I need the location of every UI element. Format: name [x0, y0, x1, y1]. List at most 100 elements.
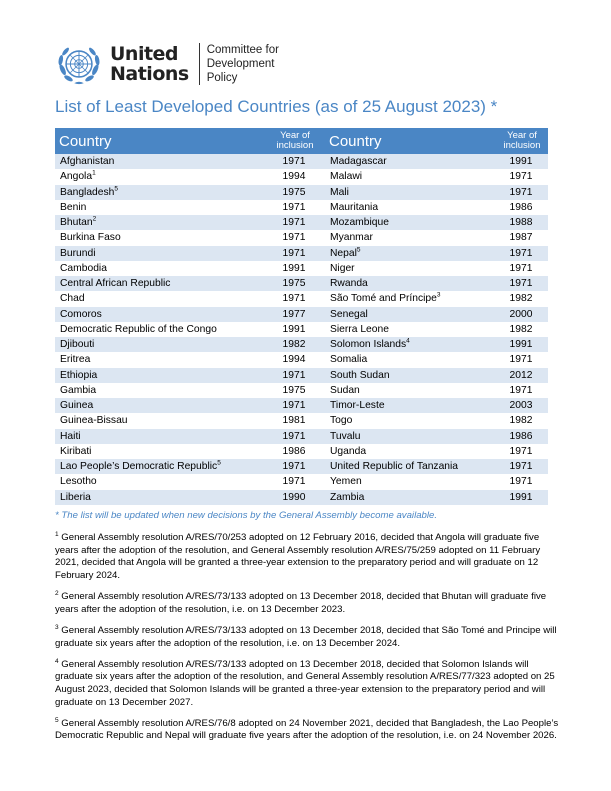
column-header-year-line2: inclusion: [276, 140, 314, 151]
table-row: Nepal5 1971: [325, 245, 548, 261]
year-of-inclusion-cell: 1977: [265, 306, 325, 322]
country-cell: Bhutan2: [55, 215, 265, 231]
country-cell: Cambodia: [55, 260, 265, 276]
year-of-inclusion-cell: 1991: [265, 321, 325, 337]
country-cell: Lao People’s Democratic Republic5: [55, 459, 265, 475]
table-row: Eritrea 1994: [55, 352, 325, 368]
footnote-marker: 5: [114, 185, 119, 193]
country-name: Rwanda: [330, 278, 368, 290]
table-row: Togo 1982: [325, 413, 548, 429]
table-row: Lao People’s Democratic Republic5 1971: [55, 459, 325, 475]
country-name: Timor-Leste: [330, 400, 385, 412]
table-row: Yemen 1971: [325, 474, 548, 490]
country-name: Solomon Islands: [330, 339, 407, 351]
table-row: Tuvalu 1986: [325, 428, 548, 444]
country-name: Zambia: [330, 491, 365, 503]
country-cell: Chad: [55, 291, 265, 307]
committee-name-line3: Policy: [206, 72, 238, 84]
country-name: Kiribati: [60, 445, 92, 457]
ldc-tables: Country Year of inclusion Afghanistan 197…: [55, 128, 548, 505]
year-of-inclusion-cell: 1991: [496, 154, 548, 170]
country-name: Cambodia: [60, 262, 107, 274]
table-row: Burkina Faso 1971: [55, 230, 325, 246]
footnote-number: 1: [55, 530, 59, 538]
footnote: 1 General Assembly resolution A/RES/70/2…: [55, 530, 560, 582]
country-name: Nepal: [330, 247, 357, 259]
country-name: Burkina Faso: [60, 232, 121, 244]
year-of-inclusion-cell: 1971: [496, 382, 548, 398]
country-cell: Senegal: [325, 306, 496, 322]
footnote-text: General Assembly resolution A/RES/73/133…: [55, 658, 555, 708]
country-name: Lao People’s Democratic Republic: [60, 461, 218, 473]
country-name: Bangladesh: [60, 186, 115, 198]
year-of-inclusion-cell: 1971: [265, 398, 325, 414]
country-name: Haiti: [60, 430, 81, 442]
country-name: Bhutan: [60, 217, 93, 229]
country-cell: Yemen: [325, 474, 496, 490]
country-cell: Somalia: [325, 352, 496, 368]
country-name: Democratic Republic of the Congo: [60, 323, 217, 335]
country-name: Guinea: [60, 400, 94, 412]
country-cell: Kiribati: [55, 443, 265, 459]
table-row: Sierra Leone 1982: [325, 321, 548, 337]
header-divider: [198, 43, 200, 85]
country-name: Angola: [60, 171, 93, 183]
table-row: Gambia 1975: [55, 382, 325, 398]
table-row: Niger 1971: [325, 260, 548, 276]
country-cell: Eritrea: [55, 352, 265, 368]
country-name: Central African Republic: [60, 278, 171, 290]
column-header-year: Year of inclusion: [265, 128, 325, 154]
year-of-inclusion-cell: 1971: [265, 291, 325, 307]
footnote-marker: 1: [92, 169, 96, 177]
year-of-inclusion-cell: 2003: [496, 398, 548, 414]
table-row: Bangladesh5 1975: [55, 184, 325, 200]
table-row: Ethiopia 1971: [55, 367, 325, 383]
year-of-inclusion-cell: 1991: [265, 260, 325, 276]
year-of-inclusion-cell: 1971: [496, 184, 548, 200]
footnote-text: General Assembly resolution A/RES/73/133…: [55, 624, 557, 649]
un-wordmark-line1: United: [110, 43, 179, 65]
footnote-marker: 4: [406, 337, 410, 345]
ldc-table-left-body: Afghanistan 1971 Angola1 1994 Bangladesh5 197…: [55, 154, 325, 505]
country-cell: Lesotho: [55, 474, 265, 490]
country-name: São Tomé and Príncipe: [330, 293, 437, 305]
column-header-year-line1: Year of: [280, 130, 310, 141]
year-of-inclusion-cell: 1971: [496, 169, 548, 185]
country-cell: Afghanistan: [55, 154, 265, 170]
year-of-inclusion-cell: 2000: [496, 306, 548, 322]
country-cell: South Sudan: [325, 367, 496, 383]
country-cell: Mozambique: [325, 215, 496, 231]
table-row: Solomon Islands4 1991: [325, 337, 548, 353]
country-name: Gambia: [60, 384, 97, 396]
country-cell: Central African Republic: [55, 276, 265, 292]
country-cell: Sudan: [325, 382, 496, 398]
country-cell: Burundi: [55, 245, 265, 261]
year-of-inclusion-cell: 1971: [496, 474, 548, 490]
footnote-text: General Assembly resolution A/RES/73/133…: [55, 591, 547, 615]
table-row: Guinea-Bissau 1981: [55, 413, 325, 429]
year-of-inclusion-cell: 1987: [496, 230, 548, 246]
committee-name-line1: Committee for: [206, 44, 279, 56]
footnote-number: 5: [55, 716, 59, 724]
country-name: Eritrea: [60, 354, 91, 366]
footnote-marker: 3: [436, 291, 441, 299]
year-of-inclusion-cell: 1991: [496, 337, 548, 353]
footnote-number: 3: [55, 623, 59, 631]
year-of-inclusion-cell: 1971: [496, 260, 548, 276]
country-name: United Republic of Tanzania: [330, 461, 459, 473]
country-name: Benin: [60, 201, 87, 213]
column-header-year: Year of inclusion: [496, 128, 548, 154]
footnote-marker: 5: [217, 459, 221, 467]
table-row: Myanmar 1987: [325, 230, 548, 246]
footnote: 3 General Assembly resolution A/RES/73/1…: [55, 623, 560, 650]
table-row: Guinea 1971: [55, 398, 325, 414]
list-update-note: * The list will be updated when new deci…: [55, 510, 438, 521]
footnote-text: General Assembly resolution A/RES/76/8 a…: [55, 717, 559, 742]
ldc-table-right-body: Madagascar 1991 Malawi 1971 Mali 1971 Mauritan…: [325, 154, 548, 505]
country-cell: Uganda: [325, 443, 496, 459]
table-row: Somalia 1971: [325, 352, 548, 368]
country-cell: Democratic Republic of the Congo: [55, 321, 265, 337]
column-header-country: Country: [325, 128, 496, 154]
country-name: Guinea-Bissau: [60, 415, 128, 427]
country-name: Sierra Leone: [330, 323, 389, 335]
